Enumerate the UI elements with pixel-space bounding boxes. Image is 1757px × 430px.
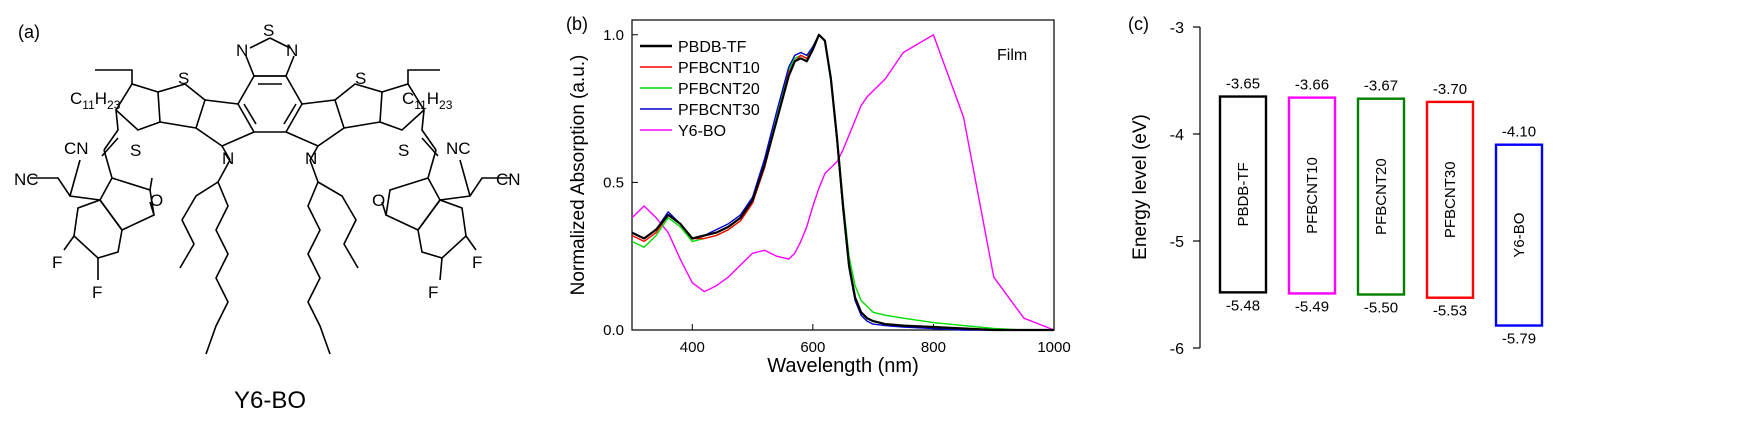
panel-c: (c) -3 -4 -5 -6 -3.65 -5.48 PBDB-TF -3.66 -5.49… <box>1100 0 1757 425</box>
y-tick-label: -6 <box>1170 341 1184 358</box>
energy-bar-pfbcnt20 <box>1356 97 1406 296</box>
energy-bar-y6-bo <box>1494 143 1544 327</box>
f-right-2: F <box>428 283 438 302</box>
f-left-2: F <box>92 283 102 302</box>
nc-right-top: NC <box>446 139 471 158</box>
panel-a: (a) <box>0 0 560 425</box>
lumo-label: -4.10 <box>1502 124 1536 141</box>
atom-s-3: S <box>130 141 141 160</box>
energy-bars: -3.65 -5.48 PBDB-TF -3.66 -5.49 PFBCNT10 -3.67… <box>1218 76 1544 348</box>
f-left-1: F <box>52 253 62 272</box>
absorption-chart: (b) 400 600 800 1000 0.0 0.5 1.0 PBDB-TF PFBCNT… <box>566 14 1071 377</box>
atom-n-pyrrole-right: N <box>305 149 317 168</box>
legend-label: PBDB-TF <box>678 39 747 56</box>
homo-label: -5.79 <box>1502 331 1536 348</box>
o-right: O <box>372 191 385 210</box>
molecule-atoms: S N N S S S S N N C11H23 C11H23 CN NC O … <box>14 21 521 302</box>
cn-left-top: CN <box>64 139 89 158</box>
atom-s-thiadiazole: S <box>263 21 274 40</box>
legend: PBDB-TF PFBCNT10 PFBCNT20 PFBCNT30 Y6-BO <box>640 39 760 140</box>
y-axis-label: Energy level (eV) <box>1130 114 1151 260</box>
molecule-bonds <box>30 37 510 355</box>
nc-left: NC <box>14 170 39 189</box>
series-line-pbdb-tf <box>631 33 1054 332</box>
bar-name-label: PFBCNT20 <box>1373 158 1390 235</box>
homo-label: -5.50 <box>1364 300 1398 317</box>
y6-bo-structure: (a) <box>14 21 521 414</box>
homo-label: -5.48 <box>1226 297 1260 314</box>
molecule-name: Y6-BO <box>234 387 306 414</box>
energy-level-chart: (c) -3 -4 -5 -6 -3.65 -5.48 PBDB-TF -3.66 -5.49… <box>1128 14 1544 358</box>
atom-s-1: S <box>178 69 189 88</box>
lumo-label: -3.67 <box>1364 78 1398 95</box>
series-lines <box>631 33 1055 332</box>
atom-s-2: S <box>355 69 366 88</box>
cn-right: CN <box>496 170 521 189</box>
series-line-y6-bo <box>631 34 1055 331</box>
x-axis-label: Wavelength (nm) <box>767 355 919 377</box>
homo-label: -5.53 <box>1433 303 1467 320</box>
legend-label: PFBCNT10 <box>678 60 760 77</box>
energy-bar-pbdb-tf <box>1218 95 1268 294</box>
atom-s-4: S <box>398 141 409 160</box>
panel-c-label: (c) <box>1128 14 1149 34</box>
atom-n-left: N <box>236 41 248 60</box>
bar-name-label: PFBCNT10 <box>1304 157 1321 234</box>
film-annotation: Film <box>997 47 1027 64</box>
x-tick-label: 800 <box>921 339 946 356</box>
lumo-label: -3.65 <box>1226 76 1260 93</box>
lumo-label: -3.70 <box>1433 81 1467 98</box>
x-tick-label: 1000 <box>1037 339 1070 356</box>
f-right-1: F <box>472 253 482 272</box>
y-tick-label: 0.0 <box>603 322 624 339</box>
legend-label: Y6-BO <box>678 123 726 140</box>
panel-b-label: (b) <box>566 14 588 34</box>
axis-ticks: 400 600 800 1000 0.0 0.5 1.0 <box>603 27 1071 356</box>
energy-bar-pfbcnt30 <box>1425 100 1475 299</box>
energy-bar-pfbcnt10 <box>1287 96 1337 295</box>
y-axis-label: Normalized Absorption (a.u.) <box>568 55 589 296</box>
y-tick-label: -3 <box>1170 20 1184 37</box>
alkyl-right: C11H23 <box>402 89 453 112</box>
bar-name-label: Y6-BO <box>1511 213 1528 258</box>
bar-name-label: PBDB-TF <box>1235 162 1252 226</box>
axis-ticks: -3 -4 -5 -6 <box>1170 20 1200 358</box>
y-tick-label: 1.0 <box>603 27 624 44</box>
legend-label: PFBCNT30 <box>678 102 760 119</box>
homo-label: -5.49 <box>1295 298 1329 315</box>
x-tick-label: 400 <box>680 339 705 356</box>
panel-a-label: (a) <box>18 22 40 42</box>
o-left: O <box>150 191 163 210</box>
y-tick-label: -5 <box>1170 234 1184 251</box>
legend-label: PFBCNT20 <box>678 81 760 98</box>
lumo-label: -3.66 <box>1295 77 1329 94</box>
alkyl-left: C11H23 <box>70 89 121 112</box>
x-tick-label: 600 <box>800 339 825 356</box>
y-tick-label: 0.5 <box>603 174 624 191</box>
atom-n-right: N <box>286 41 298 60</box>
bar-name-label: PFBCNT30 <box>1442 161 1459 238</box>
plot-frame <box>631 19 1055 331</box>
panel-b: (b) 400 600 800 1000 0.0 0.5 1.0 PBDB-TF PFBCNT… <box>560 0 1100 425</box>
atom-n-pyrrole-left: N <box>222 149 234 168</box>
y-tick-label: -4 <box>1170 127 1184 144</box>
